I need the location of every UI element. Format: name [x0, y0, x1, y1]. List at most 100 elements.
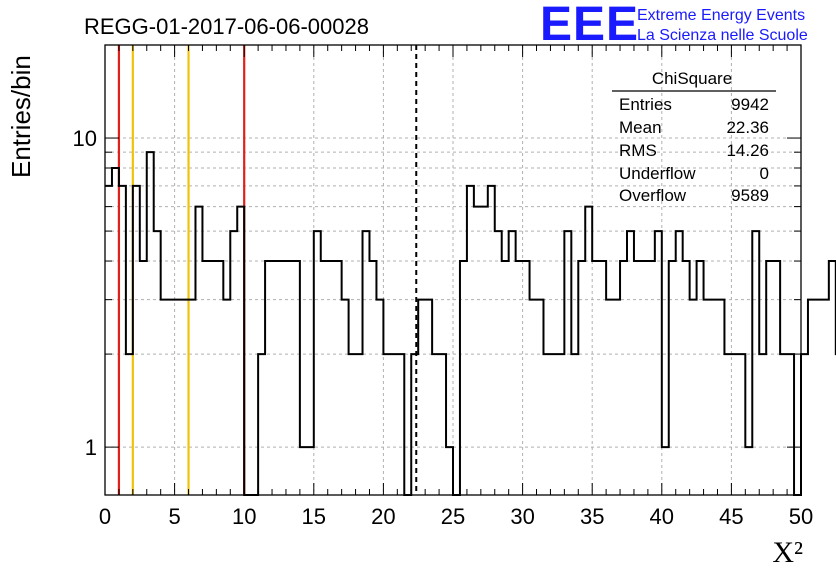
histogram-bin: [780, 354, 787, 495]
x-tick-label: 35: [580, 504, 604, 529]
x-tick-label: 45: [719, 504, 743, 529]
x-tick-label: 40: [650, 504, 674, 529]
histogram-bin: [662, 447, 669, 495]
histogram-bin: [342, 300, 349, 495]
histogram-bin: [752, 231, 759, 495]
stats-label-underflow: Underflow: [619, 164, 696, 183]
histogram-bin: [223, 300, 230, 495]
histogram-bin: [411, 354, 418, 495]
logo-line-1: Extreme Energy Events: [637, 7, 805, 24]
stats-value-mean: 22.36: [726, 118, 769, 137]
stats-value-rms: 14.26: [726, 141, 769, 160]
histogram-bin: [634, 261, 641, 495]
x-tick-label: 10: [232, 504, 256, 529]
stats-title: ChiSquare: [652, 69, 732, 88]
histogram-outline: [105, 151, 836, 496]
histogram-bin: [711, 300, 718, 495]
histogram-bin: [293, 261, 300, 495]
histogram-bin: [307, 447, 314, 495]
histogram-bin: [175, 300, 182, 495]
histogram-bin: [530, 300, 537, 495]
histogram-bin: [669, 261, 676, 495]
histogram-bin: [168, 300, 175, 495]
x-tick-label: 0: [99, 504, 111, 529]
histogram-bin: [509, 231, 516, 495]
histogram-bin: [557, 354, 564, 495]
histogram-bin: [516, 261, 523, 495]
histogram-bin: [105, 186, 112, 495]
histogram-bin: [738, 354, 745, 495]
histogram-bin: [369, 261, 376, 495]
histogram-bin: [147, 152, 154, 495]
histogram-bin: [356, 354, 363, 495]
histogram-bin: [279, 261, 286, 495]
histogram-bin: [704, 300, 711, 495]
histogram-bin: [641, 261, 648, 495]
histogram-bin: [189, 300, 196, 495]
histogram-bin: [397, 354, 404, 495]
logo-mark: EEE: [540, 0, 639, 51]
x-tick-label: 50: [789, 504, 813, 529]
histogram-bin: [697, 261, 704, 495]
histogram-bin: [119, 186, 126, 495]
histogram-bin: [787, 354, 794, 495]
y-tick-label: 10: [73, 126, 97, 151]
histogram-bin: [676, 231, 683, 495]
histogram-bin: [390, 354, 397, 495]
histogram-bin: [446, 447, 453, 495]
histogram-bin: [829, 261, 836, 495]
histogram-bin: [265, 261, 272, 495]
histogram-bin: [418, 300, 425, 495]
histogram-bin: [258, 354, 265, 495]
histogram-bin: [578, 261, 585, 495]
histogram-bin: [481, 207, 488, 495]
histogram-bin: [133, 186, 140, 495]
histogram-bin: [801, 354, 808, 495]
histogram-bin: [112, 168, 119, 495]
histogram-bin: [182, 300, 189, 495]
x-axis-label: X²: [772, 536, 803, 569]
histogram-bin: [314, 231, 321, 495]
histogram-bin: [745, 447, 752, 495]
run-title: REGG-01-2017-06-06-00028: [84, 14, 369, 39]
histogram-bin: [766, 261, 773, 495]
stats-value-entries: 9942: [731, 95, 769, 114]
histogram-bin: [432, 354, 439, 495]
histogram-bin: [606, 300, 613, 495]
stats-box: ChiSquare Entries 9942 Mean 22.36 RMS 14…: [612, 69, 776, 205]
logo-line-2: La Scienza nelle Scuole: [637, 27, 808, 44]
histogram-bin: [209, 261, 216, 495]
histogram-bin: [690, 300, 697, 495]
histogram-bin: [216, 261, 223, 495]
histogram-bin: [161, 300, 168, 495]
histogram-bin: [140, 261, 147, 495]
histogram-bin: [627, 231, 634, 495]
histogram-bin: [717, 300, 724, 495]
histogram-bin: [585, 207, 592, 495]
histogram-bin: [425, 300, 432, 495]
histogram-bin: [376, 300, 383, 495]
histogram-bin: [537, 300, 544, 495]
histogram-bin: [321, 261, 328, 495]
y-axis-label: Entries/bin: [6, 55, 36, 178]
histogram-bin: [383, 354, 390, 495]
histogram-bin: [237, 207, 244, 495]
histogram-bin: [683, 261, 690, 495]
histogram-bin: [620, 261, 627, 495]
histogram-bin: [230, 231, 237, 495]
histogram-bin: [613, 300, 620, 495]
histogram-bin: [815, 300, 822, 495]
histogram-bin: [655, 231, 662, 495]
histogram-bin: [571, 354, 578, 495]
y-tick-label: 1: [85, 435, 97, 460]
x-tick-label: 5: [168, 504, 180, 529]
histogram-bin: [126, 354, 133, 495]
histogram-bin: [154, 231, 161, 495]
histogram-bin: [460, 261, 467, 495]
histogram-bin: [543, 354, 550, 495]
histogram-bin: [550, 354, 557, 495]
histogram-bin: [335, 261, 342, 495]
histogram-bin: [731, 354, 738, 495]
histogram-bin: [363, 231, 370, 495]
stats-value-overflow: 9589: [731, 186, 769, 205]
